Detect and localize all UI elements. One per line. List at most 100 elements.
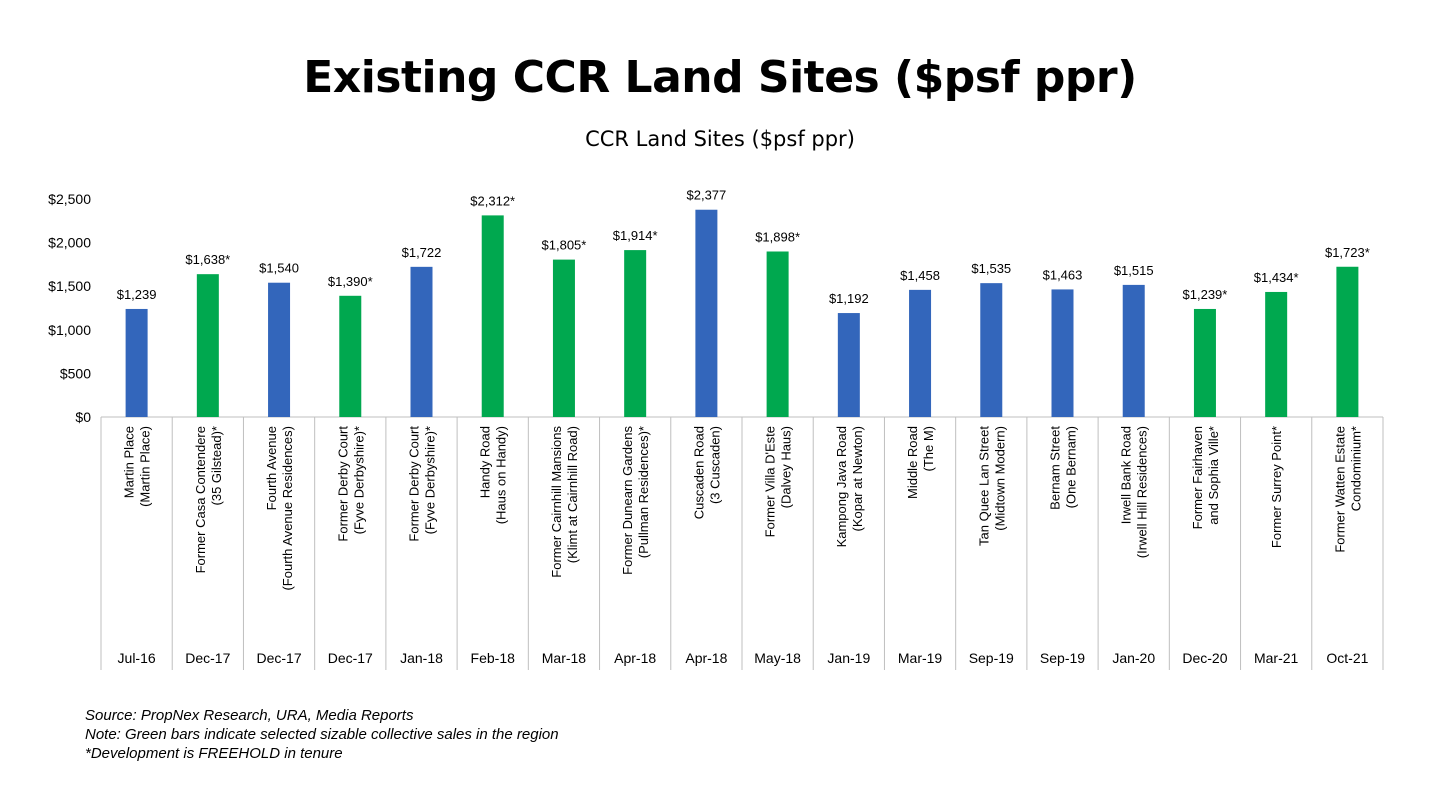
- bar: [268, 282, 291, 417]
- date-label: Sep-19: [969, 650, 1014, 666]
- data-label: $1,192: [829, 291, 869, 306]
- category-label-line: Former Dunearn Gardens: [620, 426, 635, 575]
- bar: [695, 209, 718, 417]
- category-label-line: (Pullman Residences)*: [636, 426, 651, 558]
- data-label: $1,722: [402, 245, 442, 260]
- date-label: Jan-18: [400, 650, 443, 666]
- y-tick-label: $1,500: [48, 278, 91, 294]
- data-label: $2,312*: [470, 193, 515, 208]
- data-label: $1,434*: [1254, 270, 1299, 285]
- freehold-note: *Development is FREEHOLD in tenure: [85, 745, 343, 762]
- category-label-line: Former Surrey Point*: [1269, 426, 1284, 548]
- category-label: Irwell Bank Road(Irwell Hill Residences): [1119, 426, 1150, 558]
- date-label: Mar-21: [1254, 650, 1299, 666]
- category-label-line: (Haus on Handy): [494, 426, 509, 524]
- date-label: Oct-21: [1326, 650, 1368, 666]
- date-label: Jul-16: [118, 650, 156, 666]
- category-label: Former Villa D'Este(Dalvey Haus): [763, 426, 794, 537]
- data-label: $1,898*: [755, 229, 800, 244]
- bar: [481, 215, 504, 417]
- category-label: Former Fairhavenand Sophia Ville*: [1190, 426, 1221, 529]
- bar: [1122, 284, 1145, 417]
- category-label: Former Casa Contendere(35 Gilstead)*: [193, 426, 224, 573]
- bar: [909, 289, 932, 417]
- bar: [1193, 308, 1216, 417]
- date-label: Mar-18: [542, 650, 587, 666]
- bar: [410, 266, 433, 417]
- date-label: May-18: [754, 650, 801, 666]
- color-note: Note: Green bars indicate selected sizab…: [85, 726, 559, 743]
- bar: [624, 250, 647, 417]
- category-label-line: (3 Cuscaden): [707, 426, 722, 504]
- category-label-line: Martin Place: [122, 426, 137, 498]
- page-title: Existing CCR Land Sites ($psf ppr): [303, 52, 1137, 103]
- date-label: Sep-19: [1040, 650, 1085, 666]
- bar-chart: $0 $500 $1,000 $1,500 $2,000 $2,500 $1,239 Mart…: [48, 188, 1384, 670]
- category-label-line: (Martin Place): [138, 426, 153, 507]
- date-label: Mar-19: [898, 650, 943, 666]
- date-label: Dec-17: [185, 650, 230, 666]
- category-label-line: Irwell Bank Road: [1119, 426, 1134, 524]
- bar: [125, 308, 148, 417]
- data-label: $2,377: [687, 188, 727, 203]
- bar: [1265, 291, 1288, 417]
- data-label: $1,723*: [1325, 245, 1370, 260]
- category-label-line: Former Cairnhill Mansions: [549, 426, 564, 578]
- bar: [1336, 266, 1359, 417]
- bar: [1051, 289, 1074, 417]
- category-label-line: Tan Quee Lan Street: [976, 426, 991, 546]
- category-label-line: Fourth Avenue: [264, 426, 279, 510]
- category-label-line: Handy Road: [478, 426, 493, 498]
- category-label-line: and Sophia Ville*: [1206, 426, 1221, 525]
- category-label: Middle Road(The M): [905, 426, 936, 499]
- category-label-line: Cuscaden Road: [691, 426, 706, 519]
- category-label: Fourth Avenue(Fourth Avenue Residences): [264, 426, 295, 591]
- category-label-line: Former Derby Court: [335, 426, 350, 542]
- category-label: Kampong Java Road(Kopar at Newton): [834, 426, 865, 547]
- category-label-line: Former Fairhaven: [1190, 426, 1205, 529]
- y-tick-label: $500: [60, 365, 91, 381]
- data-label: $1,515: [1114, 263, 1154, 278]
- category-label: Martin Place(Martin Place): [122, 426, 153, 507]
- data-label: $1,805*: [542, 238, 587, 253]
- data-label: $1,239*: [1183, 287, 1228, 302]
- category-label-line: Bernam Street: [1048, 426, 1063, 510]
- category-label: Former Dunearn Gardens(Pullman Residence…: [620, 426, 651, 575]
- category-label-line: Former Casa Contendere: [193, 426, 208, 573]
- category-label-line: (The M): [921, 426, 936, 472]
- category-label-line: (Kopar at Newton): [850, 426, 865, 532]
- bar: [552, 259, 575, 417]
- category-label-line: (Klimt at Cairnhill Road): [565, 426, 580, 563]
- category-label: Former Derby Court(Fyve Derbyshire)*: [335, 426, 366, 542]
- date-label: Jan-20: [1112, 650, 1155, 666]
- category-label-line: Former Villa D'Este: [763, 426, 778, 537]
- category-label: Former Watten EstateCondominium*: [1332, 426, 1363, 553]
- bar: [766, 251, 789, 417]
- data-label: $1,914*: [613, 228, 658, 243]
- category-label-line: (Irwell Hill Residences): [1135, 426, 1150, 558]
- category-label-line: (One Bernam): [1064, 426, 1079, 508]
- category-label-line: Condominium*: [1348, 426, 1363, 511]
- category-label-line: (Fourth Avenue Residences): [280, 426, 295, 591]
- data-label: $1,638*: [185, 252, 230, 267]
- date-label: Apr-18: [614, 650, 656, 666]
- date-label: Jan-19: [827, 650, 870, 666]
- bar: [837, 313, 860, 417]
- category-label: Bernam Street(One Bernam): [1048, 426, 1079, 510]
- date-label: Apr-18: [685, 650, 727, 666]
- date-label: Dec-20: [1182, 650, 1227, 666]
- category-label-line: Former Derby Court: [407, 426, 422, 542]
- chart-title: CCR Land Sites ($psf ppr): [585, 127, 855, 151]
- source-note: Source: PropNex Research, URA, Media Rep…: [85, 707, 414, 724]
- category-label-line: (Dalvey Haus): [779, 426, 794, 508]
- category-label-line: Kampong Java Road: [834, 426, 849, 547]
- data-label: $1,540: [259, 261, 299, 276]
- category-label: Former Derby Court(Fyve Derbyshire)*: [407, 426, 438, 542]
- chart-notes: Source: PropNex Research, URA, Media Rep…: [85, 706, 559, 763]
- data-label: $1,463: [1043, 267, 1083, 282]
- date-label: Dec-17: [328, 650, 373, 666]
- y-tick-label: $1,000: [48, 322, 91, 338]
- data-label: $1,458: [900, 268, 940, 283]
- y-tick-label: $2,000: [48, 235, 91, 251]
- data-label: $1,239: [117, 287, 157, 302]
